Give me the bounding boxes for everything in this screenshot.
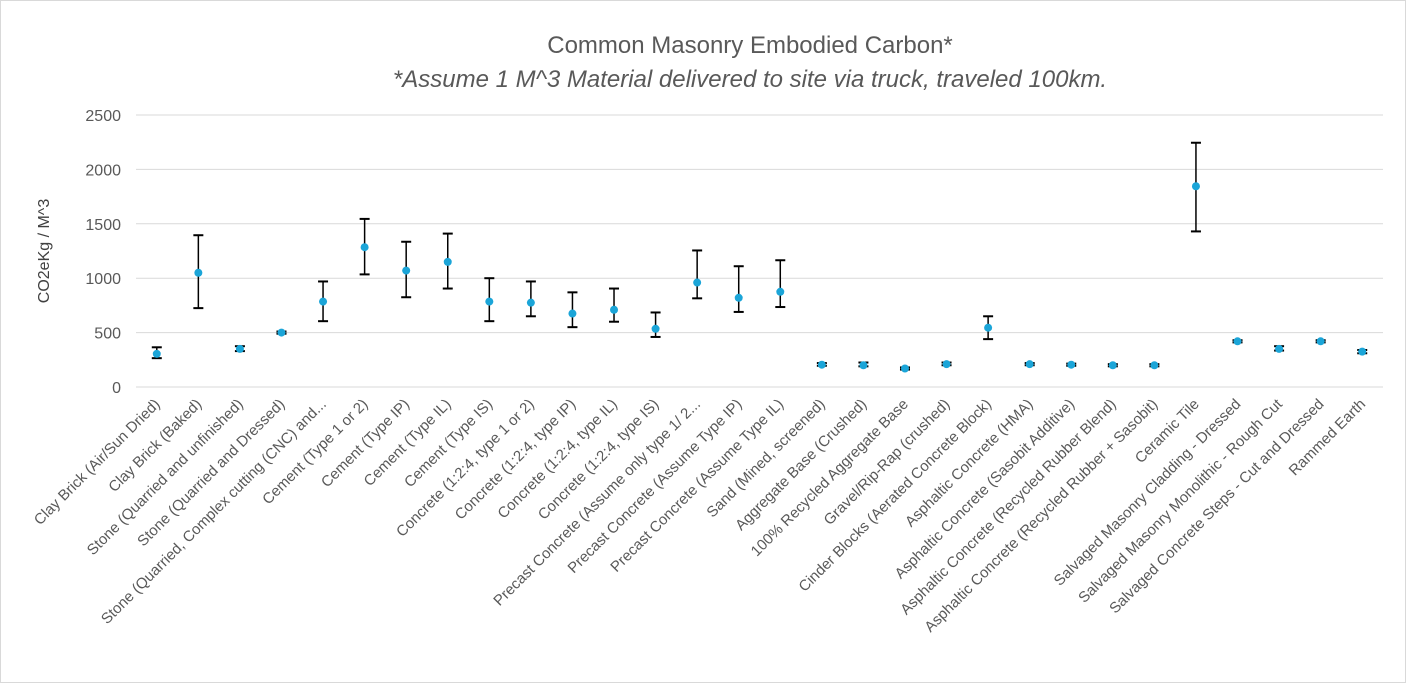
data-point (235, 344, 244, 353)
error-bars (151, 141, 1368, 371)
data-point (1108, 361, 1117, 370)
error-bar (609, 287, 620, 323)
y-tick-label: 500 (94, 326, 121, 343)
data-point (485, 297, 494, 306)
data-point (776, 287, 785, 296)
data-point (194, 268, 203, 277)
data-point (568, 309, 577, 318)
data-point (443, 257, 452, 266)
data-point (734, 293, 743, 302)
y-tick-label: 1000 (85, 271, 121, 288)
y-tick-label: 2000 (85, 162, 121, 179)
data-point (1025, 360, 1034, 369)
gridlines (136, 114, 1383, 388)
error-bar (650, 311, 661, 338)
y-tick-label: 0 (112, 380, 121, 397)
error-bar (775, 259, 786, 309)
data-point (152, 349, 161, 358)
data-point (610, 305, 619, 314)
data-point (1358, 347, 1367, 356)
data-point (360, 243, 369, 252)
chart-subtitle: *Assume 1 M^3 Material delivered to site… (393, 66, 1107, 93)
chart-title: Common Masonry Embodied Carbon* (547, 32, 953, 59)
data-point (1316, 337, 1325, 346)
data-point (817, 360, 826, 369)
data-point (859, 361, 868, 370)
category-labels: Clay Brick (Air/Sun Dried)Clay Brick (Ba… (31, 395, 1369, 635)
data-point (526, 298, 535, 307)
data-point (1067, 360, 1076, 369)
data-point (1233, 337, 1242, 346)
data-point (277, 328, 286, 337)
data-point (1191, 182, 1200, 191)
y-axis-label: CO2eKg / M^3 (36, 199, 53, 304)
data-point (984, 323, 993, 332)
y-tick-labels: 0 500 1000 1500 2000 2500 (85, 108, 121, 397)
category-label: Rammed Earth (1286, 396, 1369, 479)
data-point (402, 266, 411, 275)
data-point (1150, 361, 1159, 370)
data-point (942, 360, 951, 369)
error-bar (733, 265, 744, 313)
data-point (1275, 344, 1284, 353)
data-point (651, 324, 660, 333)
data-points (152, 182, 1367, 373)
data-point (900, 364, 909, 373)
y-tick-label: 2500 (85, 108, 121, 125)
error-bar (692, 249, 703, 300)
data-point (693, 278, 702, 287)
category-label: Stone (Quarried and unfinished) (84, 396, 247, 559)
y-tick-label: 1500 (85, 217, 121, 234)
data-point (319, 297, 328, 306)
